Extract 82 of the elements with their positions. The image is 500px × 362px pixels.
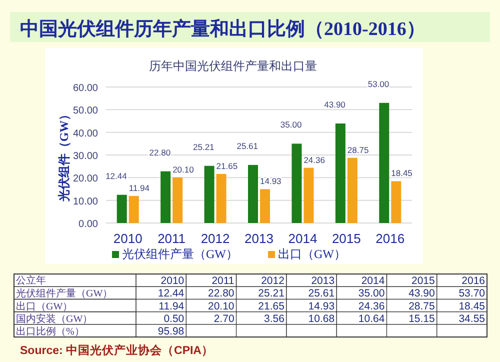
data-label: 12.44 [158,288,184,300]
chart-title: 中国光伏组件历年产量和出口比例（2010-2016） [20,18,426,40]
y-tick-label: 出口（GW） [16,300,73,312]
data-label: 24.36 [304,154,326,165]
bar [128,196,139,223]
data-label: 25.61 [308,288,335,300]
x-tick-label: 2010 [113,231,142,246]
y-tick-label: 50.00 [72,106,98,117]
x-tick-label: 2011 [158,231,186,246]
data-label: 28.75 [408,300,436,312]
y-tick-label: 国内安装（GW） [16,312,93,325]
data-label: 12.44 [106,170,128,181]
data-label: 14.93 [260,176,282,186]
data-label: 10.68 [308,312,335,325]
legend-label: 出口（GW） [278,247,346,261]
data-label: 43.90 [324,99,346,110]
data-label: 22.80 [149,147,171,158]
text: 公立年 [16,274,46,287]
data-label: 53.70 [458,288,486,300]
bar [347,158,358,223]
legend-label: 光伏组件产量（GW） [122,247,238,261]
data-label: 15.15 [408,312,436,325]
data-label: 21.65 [216,160,238,171]
data-label: 28.75 [347,144,369,155]
x-tick-label: 2011 [212,275,234,288]
data-label: 24.36 [358,300,385,312]
data-label: 22.80 [208,288,234,300]
bar [260,189,270,223]
x-tick-label: 2012 [261,275,285,288]
y-tick-label: 30.00 [72,151,98,162]
data-label: 34.55 [458,312,486,325]
data-label: 11.94 [128,182,150,193]
bar [335,123,346,223]
bar [172,177,183,223]
data-label: 20.10 [208,300,234,312]
y-tick-label: 10.00 [72,196,98,208]
data-label: 2.70 [214,312,234,325]
data-label: 43.90 [408,288,436,300]
x-tick-label: 2014 [361,275,385,288]
data-label: 10.64 [358,312,385,325]
data-label: 18.45 [391,168,413,178]
x-tick-label: 2015 [412,275,436,288]
y-tick-label: 光伏组件产量（GW） [16,288,113,300]
data-label: 20.10 [172,164,194,174]
data-label: 35.00 [358,288,385,300]
x-tick-label: 2014 [288,231,318,246]
data-label: 95.98 [158,326,184,338]
y-tick-label: 0.00 [78,219,98,230]
x-tick-label: 2012 [200,231,230,246]
source-note: Source: 中国光伏产业协会（CPIA） [20,343,214,357]
x-tick-label: 2013 [311,275,335,288]
data-label: 25.21 [193,142,215,152]
data-label: 14.93 [308,300,335,312]
chart-subtitle: 历年中国光伏组件产量和出口量 [149,59,317,73]
bar [160,171,171,223]
x-tick-label: 2016 [462,275,486,288]
bar [216,174,226,223]
y-axis-title: 光伏组件（GW） [57,108,71,203]
bar [379,102,390,223]
data-label: 35.00 [280,120,302,130]
y-tick-label: 60.00 [72,83,98,94]
data-label: 21.65 [258,300,285,312]
data-label: 18.45 [458,300,486,312]
y-tick-label: 40.00 [72,128,98,140]
bar [304,168,314,223]
y-tick-label: 出口比例（%） [16,326,84,338]
bar [248,164,258,223]
data-label: 25.21 [258,288,285,300]
data-label: 25.61 [236,140,258,151]
x-tick-label: 2010 [160,275,184,288]
bar [292,144,302,223]
x-tick-label: 2016 [376,231,405,246]
bar [116,194,127,223]
bar [391,181,402,223]
data-label: 0.50 [164,312,184,325]
y-tick-label: 20.00 [72,174,98,185]
data-label: 3.56 [264,312,285,325]
x-tick-label: 2013 [244,231,274,246]
data-label: 53.00 [368,78,390,89]
bar [204,166,214,223]
x-tick-label: 2015 [332,231,361,246]
data-label: 11.94 [158,300,184,312]
